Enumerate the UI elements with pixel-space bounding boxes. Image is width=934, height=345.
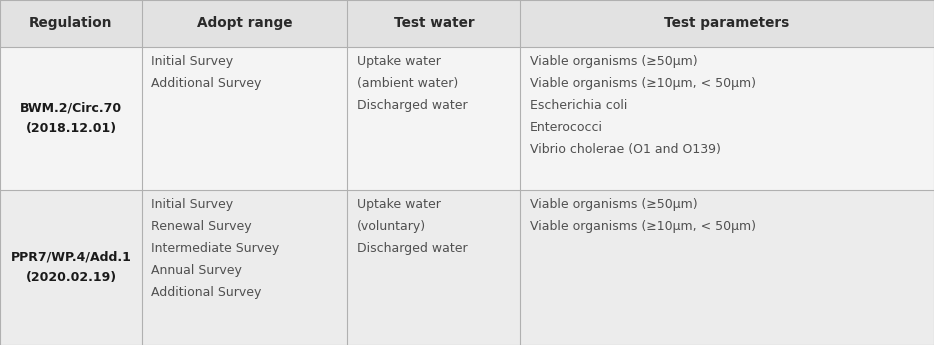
Text: Uptake water
(ambient water)
Discharged water: Uptake water (ambient water) Discharged … (357, 55, 467, 112)
Bar (347, 190, 520, 345)
Bar (0, 47, 142, 190)
Bar (520, 0, 934, 47)
Text: PPR7/WP.4/Add.1
(2020.02.19): PPR7/WP.4/Add.1 (2020.02.19) (10, 251, 132, 284)
Text: Uptake water
(voluntary)
Discharged water: Uptake water (voluntary) Discharged wate… (357, 198, 467, 255)
Bar (0, 0, 142, 47)
Bar (142, 190, 347, 345)
Bar (520, 190, 934, 345)
Bar (0, 190, 142, 345)
Text: Initial Survey
Renewal Survey
Intermediate Survey
Annual Survey
Additional Surve: Initial Survey Renewal Survey Intermedia… (151, 198, 279, 299)
Text: Viable organisms (≥50μm)
Viable organisms (≥10μm, < 50μm): Viable organisms (≥50μm) Viable organism… (530, 198, 756, 233)
Bar (347, 47, 520, 190)
Text: Test parameters: Test parameters (664, 16, 790, 30)
Bar (347, 0, 520, 47)
Text: Regulation: Regulation (29, 16, 113, 30)
Text: Viable organisms (≥50μm)
Viable organisms (≥10μm, < 50μm)
Escherichia coli
Enter: Viable organisms (≥50μm) Viable organism… (530, 55, 756, 156)
Text: Test water: Test water (393, 16, 474, 30)
Bar (520, 47, 934, 190)
Text: BWM.2/Circ.70
(2018.12.01): BWM.2/Circ.70 (2018.12.01) (20, 102, 122, 135)
Text: Adopt range: Adopt range (197, 16, 292, 30)
Bar (142, 0, 347, 47)
Bar (142, 47, 347, 190)
Text: Initial Survey
Additional Survey: Initial Survey Additional Survey (151, 55, 262, 90)
